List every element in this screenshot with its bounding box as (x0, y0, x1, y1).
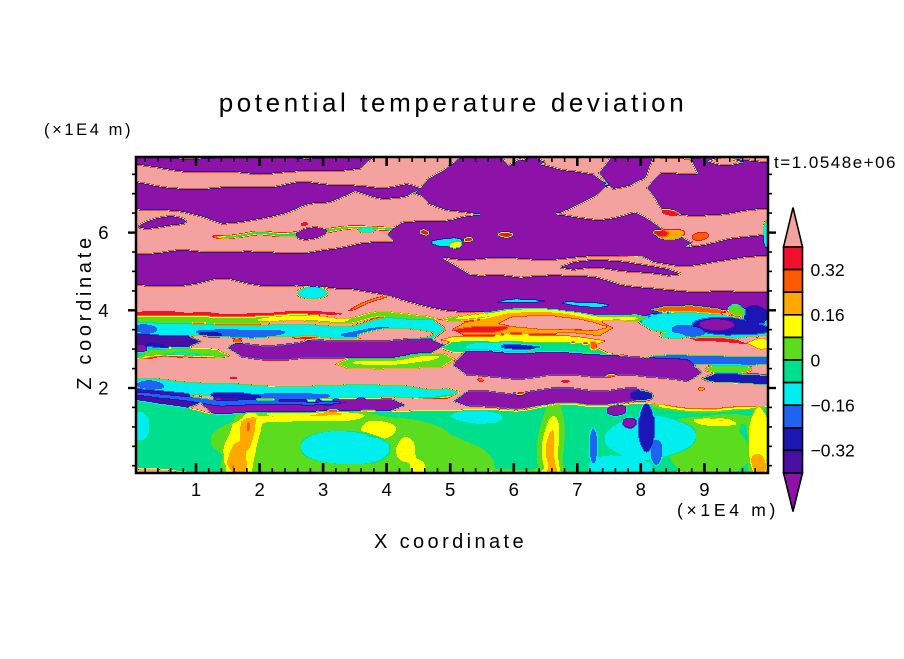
svg-text:1: 1 (191, 479, 201, 500)
svg-text:−0.32: −0.32 (811, 441, 855, 461)
svg-text:2: 2 (98, 378, 108, 399)
svg-text:4: 4 (381, 479, 391, 500)
svg-text:8: 8 (636, 479, 646, 500)
svg-text:(×1E4 m): (×1E4 m) (44, 121, 133, 139)
svg-text:6: 6 (98, 222, 108, 243)
svg-text:Z coordinate: Z coordinate (74, 234, 96, 390)
svg-text:X coordinate: X coordinate (374, 531, 527, 553)
svg-text:0.16: 0.16 (811, 305, 845, 325)
svg-text:t=1.0548e+06: t=1.0548e+06 (774, 153, 897, 172)
svg-text:7: 7 (572, 479, 582, 500)
svg-text:5: 5 (445, 479, 455, 500)
svg-text:6: 6 (509, 479, 519, 500)
svg-text:−0.16: −0.16 (811, 396, 855, 416)
svg-text:0.32: 0.32 (811, 260, 845, 280)
svg-text:(×1E4 m): (×1E4 m) (677, 500, 779, 520)
svg-text:potential temperature deviatio: potential temperature deviation (219, 88, 688, 118)
svg-text:2: 2 (254, 479, 264, 500)
svg-text:3: 3 (318, 479, 328, 500)
svg-text:4: 4 (98, 300, 108, 321)
svg-text:9: 9 (699, 479, 709, 500)
svg-text:0: 0 (811, 350, 821, 370)
